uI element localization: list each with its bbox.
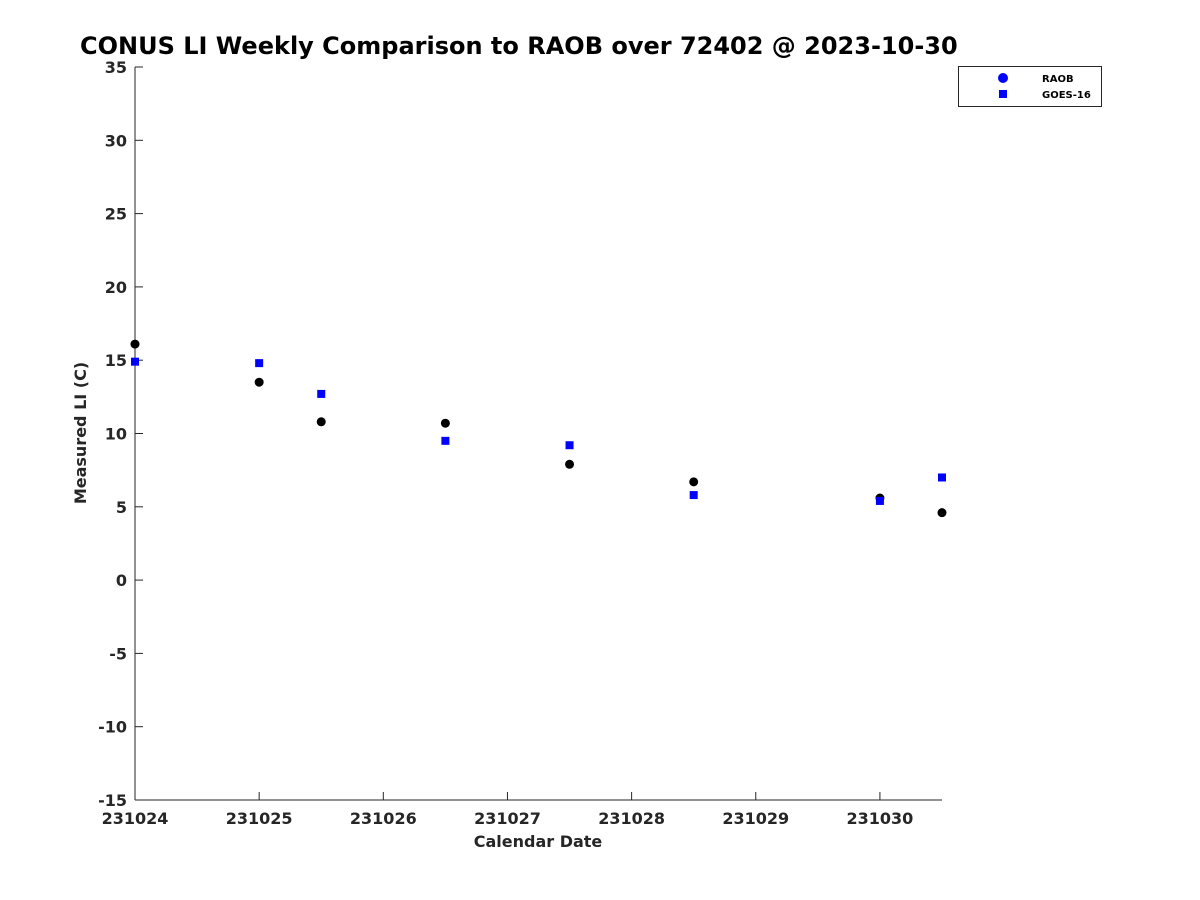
x-tick-label: 231027 [474,809,541,828]
goes16-point [565,441,574,450]
raob-point [440,418,450,428]
y-tick-label: 20 [105,278,127,297]
plot-axes [134,67,942,801]
x-tick-label: 231030 [847,809,914,828]
y-tick-label: 25 [105,205,127,224]
x-tick-label: 231029 [722,809,789,828]
x-tick-label: 231025 [226,809,293,828]
goes16-point [131,357,139,366]
goes16-point [938,473,946,482]
y-tick-label: -10 [98,718,127,737]
goes16-point [317,389,326,398]
raob-point [316,417,326,427]
chart-title: CONUS LI Weekly Comparison to RAOB over … [80,32,958,60]
x-tick-label: 231024 [102,809,169,828]
y-tick-label: 35 [105,58,127,77]
x-axis-label: Calendar Date [474,832,603,851]
raob-point [937,508,947,518]
y-axis-label: Measured LI (C) [71,362,90,504]
goes16-point [255,359,264,368]
x-tick-label: 231028 [598,809,665,828]
legend-label: GOES-16 [1042,90,1091,101]
y-tick-label: -15 [98,791,127,810]
goes16-point [875,496,884,505]
y-tick-label: 30 [105,131,127,150]
y-tick-label: -5 [109,644,127,663]
legend-goes16-icon [999,90,1007,98]
raob-point [254,377,264,387]
legend-raob-icon [998,73,1008,83]
goes16-point [441,436,450,445]
raob-point [130,339,140,349]
y-tick-label: 0 [116,571,127,590]
raob-point [565,459,575,469]
goes16-point [689,491,698,500]
y-tick-label: 5 [116,498,127,517]
y-axis-ticks: 35 30 25 20 15 10 5 0 -5 -10 -15 [98,58,143,810]
x-axis-ticks: 231024 231025 231026 231027 231028 231029 2310… [102,792,914,828]
x-tick-label: 231026 [350,809,417,828]
legend-label: RAOB [1042,74,1074,85]
data-marks [130,339,947,518]
y-tick-label: 15 [105,351,127,370]
legend-box [958,66,1102,107]
raob-point [689,477,699,487]
y-tick-label: 10 [105,425,127,444]
legend: RAOB GOES-16 [958,66,1102,107]
